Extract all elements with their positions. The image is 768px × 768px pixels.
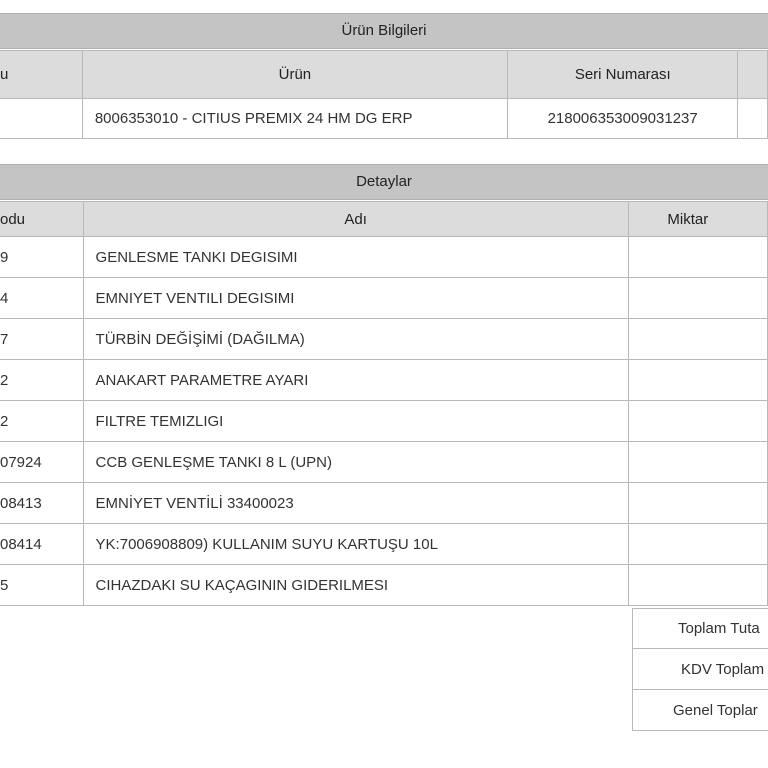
totals-label: Genel Toplar: [632, 690, 768, 731]
item-name-cell: CCB GENLEŞME TANKI 8 L (UPN): [83, 442, 629, 483]
extra-cell: [738, 99, 768, 139]
product-code-cell: [0, 99, 83, 139]
totals-label: Toplam Tuta: [632, 608, 768, 649]
col-header-extra: [738, 51, 768, 99]
col-header-serial: Seri Numarası: [508, 51, 739, 99]
item-qty-cell: [628, 524, 768, 565]
detail-row: 7 TÜRBİN DEĞİŞİMİ (DAĞILMA): [0, 319, 768, 360]
item-qty-cell: [628, 401, 768, 442]
item-qty-cell: [628, 565, 768, 606]
totals-label: KDV Toplam: [632, 649, 768, 690]
item-code-cell: 08413: [0, 483, 84, 524]
product-name-cell: 8006353010 - CITIUS PREMIX 24 HM DG ERP: [82, 99, 509, 139]
item-name-cell: TÜRBİN DEĞİŞİMİ (DAĞILMA): [83, 319, 629, 360]
item-code-cell: 4: [0, 278, 84, 319]
col-header-product: Ürün: [82, 51, 509, 99]
details-header-row: odu Adı Miktar: [0, 201, 768, 237]
item-name-cell: GENLESME TANKI DEGISIMI: [83, 237, 629, 278]
item-code-cell: 2: [0, 360, 84, 401]
detail-row: 2 FILTRE TEMIZLIGI: [0, 401, 768, 442]
item-code-cell: 5: [0, 565, 84, 606]
product-info-title: Ürün Bilgileri: [0, 13, 768, 49]
detail-row: 08414 YK:7006908809) KULLANIM SUYU KARTU…: [0, 524, 768, 565]
product-info-header-row: u Ürün Seri Numarası: [0, 50, 768, 99]
item-qty-cell: [628, 319, 768, 360]
item-name-cell: FILTRE TEMIZLIGI: [83, 401, 629, 442]
item-code-cell: 08414: [0, 524, 84, 565]
item-qty-cell: [628, 278, 768, 319]
detail-row: 07924 CCB GENLEŞME TANKI 8 L (UPN): [0, 442, 768, 483]
item-code-cell: 07924: [0, 442, 84, 483]
detail-row: 9 GENLESME TANKI DEGISIMI: [0, 237, 768, 278]
item-name-cell: CIHAZDAKI SU KAÇAGININ GIDERILMESI: [83, 565, 629, 606]
item-qty-cell: [628, 237, 768, 278]
details-title: Detaylar: [0, 164, 768, 200]
item-name-cell: YK:7006908809) KULLANIM SUYU KARTUŞU 10L: [83, 524, 629, 565]
item-qty-cell: [628, 360, 768, 401]
col-header-code: u: [0, 51, 83, 99]
item-qty-cell: [628, 442, 768, 483]
item-qty-cell: [628, 483, 768, 524]
serial-number-cell: 218006353009031237: [508, 99, 739, 139]
col-header-name: Adı: [83, 202, 629, 237]
item-code-cell: 2: [0, 401, 84, 442]
detail-row: 4 EMNIYET VENTILI DEGISIMI: [0, 278, 768, 319]
item-code-cell: 7: [0, 319, 84, 360]
item-name-cell: EMNİYET VENTİLİ 33400023: [83, 483, 629, 524]
product-info-row: 8006353010 - CITIUS PREMIX 24 HM DG ERP …: [0, 99, 768, 139]
item-name-cell: EMNIYET VENTILI DEGISIMI: [83, 278, 629, 319]
detail-row: 2 ANAKART PARAMETRE AYARI: [0, 360, 768, 401]
detail-row: 08413 EMNİYET VENTİLİ 33400023: [0, 483, 768, 524]
item-name-cell: ANAKART PARAMETRE AYARI: [83, 360, 629, 401]
detail-row: 5 CIHAZDAKI SU KAÇAGININ GIDERILMESI: [0, 565, 768, 606]
col-header-qty: Miktar: [628, 202, 768, 237]
col-header-code: odu: [0, 202, 84, 237]
item-code-cell: 9: [0, 237, 84, 278]
